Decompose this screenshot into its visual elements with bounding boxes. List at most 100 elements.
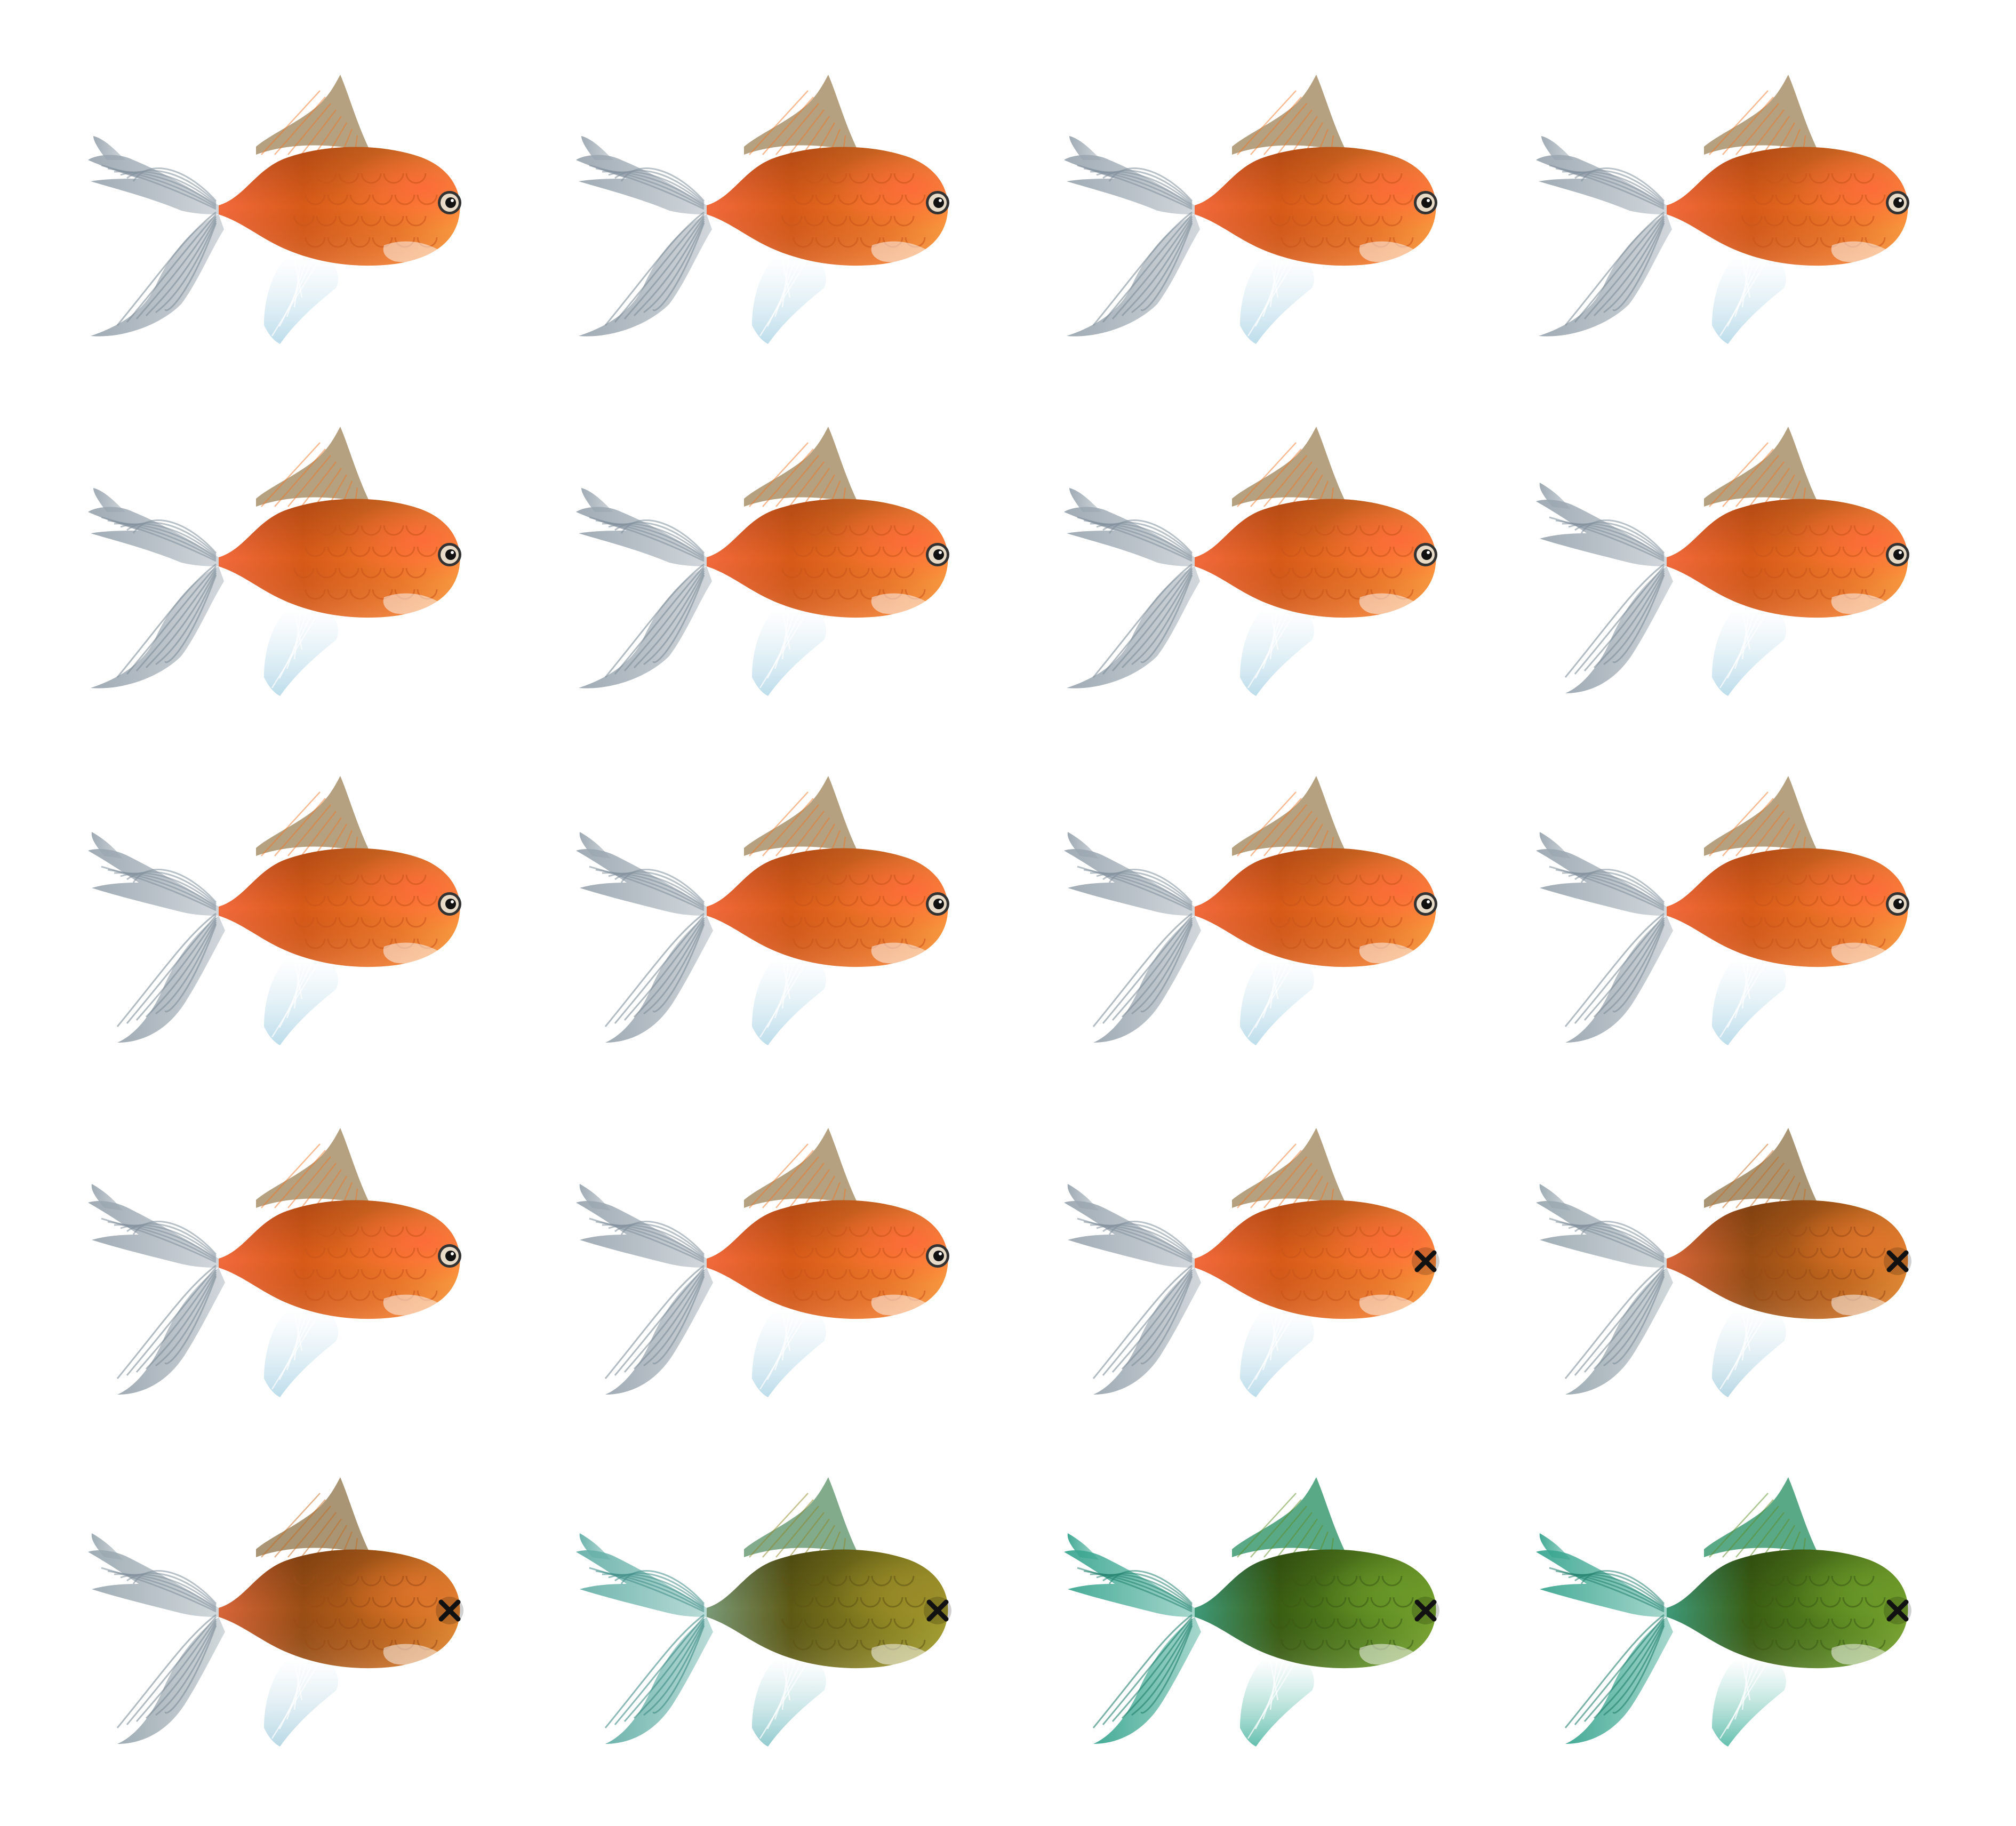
goldfish-icon [88, 1128, 461, 1397]
dorsal-fin [1704, 1128, 1819, 1208]
pelvic-fin [1240, 256, 1314, 344]
goldfish-sprite-healthy [1533, 427, 1928, 736]
tail-fin-upper [88, 1201, 219, 1268]
pelvic-fin [752, 1659, 826, 1747]
tail-fin-upper [576, 155, 707, 214]
goldfish-sprite-healthy [85, 427, 480, 736]
dead-eye-x-icon [1884, 1597, 1911, 1624]
goldfish-sprite-healthy [1533, 75, 1928, 384]
pectoral-fin [1359, 1294, 1416, 1316]
eye-icon [438, 1244, 461, 1268]
goldfish-icon [88, 427, 461, 696]
eye-icon [438, 543, 461, 566]
tail-fin-upper [1536, 1201, 1667, 1268]
pectoral-fin [1831, 241, 1888, 262]
goldfish-sprite-healthy [85, 1128, 480, 1437]
tail-fin-upper [1064, 1550, 1195, 1617]
dorsal-fin [1232, 427, 1347, 507]
goldfish-icon [1064, 427, 1437, 696]
pelvic-fin [1712, 1309, 1786, 1397]
dorsal-fin [1704, 427, 1819, 507]
dorsal-fin [744, 1128, 859, 1208]
goldfish-sprite-dead [1533, 1477, 1928, 1787]
pelvic-fin [1240, 957, 1314, 1045]
eye-icon [1886, 892, 1909, 916]
dorsal-fin [1704, 1477, 1819, 1557]
tail-fin-upper [88, 849, 219, 916]
pelvic-fin [264, 1659, 338, 1747]
tail-fin-upper [1064, 507, 1195, 566]
pectoral-fin [871, 1644, 928, 1665]
tail-fin-upper [576, 1550, 707, 1617]
tail-fin-upper [88, 507, 219, 566]
goldfish-sprite-dying [85, 1477, 480, 1787]
goldfish-sprite-healthy [1061, 75, 1456, 384]
pelvic-fin [264, 256, 338, 344]
tail-streamer [1069, 488, 1101, 512]
pelvic-fin [1240, 608, 1314, 696]
tail-streamer [1069, 136, 1101, 160]
eye-icon [926, 1244, 949, 1268]
goldfish-icon [1536, 427, 1909, 696]
goldfish-sprite-healthy [573, 427, 968, 736]
dorsal-fin [256, 1477, 371, 1557]
goldfish-sprite-healthy [1061, 427, 1456, 736]
goldfish-sprite-healthy [573, 1128, 968, 1437]
dorsal-fin [1704, 776, 1819, 856]
tail-fin-upper [1536, 500, 1667, 566]
goldfish-icon [1064, 776, 1437, 1045]
tail-fin-upper [576, 507, 707, 566]
dorsal-fin [256, 1128, 371, 1208]
tail-fin-upper [576, 1201, 707, 1268]
pectoral-fin [1359, 241, 1416, 262]
tail-streamer [1541, 136, 1573, 160]
pelvic-fin [264, 1309, 338, 1397]
pelvic-fin [264, 957, 338, 1045]
dorsal-fin [1232, 776, 1347, 856]
pectoral-fin [1831, 593, 1888, 614]
tail-fin-upper [88, 1550, 219, 1617]
goldfish-sprite-healthy [85, 75, 480, 384]
goldfish-sprite-healthy [1533, 776, 1928, 1085]
goldfish-icon [1064, 1477, 1439, 1747]
eye-icon [1886, 191, 1909, 214]
eye-icon [1886, 543, 1909, 566]
tail-fin-upper [88, 155, 219, 214]
goldfish-icon [1536, 1477, 1911, 1747]
pectoral-fin [1359, 593, 1416, 614]
dead-eye-x-icon [436, 1597, 463, 1624]
pectoral-fin [383, 942, 440, 964]
dorsal-fin [744, 427, 859, 507]
pelvic-fin [752, 608, 826, 696]
pectoral-fin [871, 593, 928, 614]
pectoral-fin [383, 1644, 440, 1665]
pectoral-fin [1831, 1644, 1888, 1665]
goldfish-sprite-healthy [573, 776, 968, 1085]
eye-icon [438, 191, 461, 214]
pelvic-fin [264, 608, 338, 696]
pectoral-fin [871, 942, 928, 964]
pelvic-fin [1240, 1309, 1314, 1397]
goldfish-sprite-dying [1533, 1128, 1928, 1437]
eye-icon [1414, 543, 1437, 566]
pectoral-fin [1359, 942, 1416, 964]
dorsal-fin [1704, 75, 1819, 155]
tail-fin-upper [1536, 155, 1667, 214]
pectoral-fin [1831, 942, 1888, 964]
pectoral-fin [1831, 1294, 1888, 1316]
tail-fin-upper [1064, 849, 1195, 916]
eye-icon [926, 543, 949, 566]
dorsal-fin [744, 75, 859, 155]
pelvic-fin [1240, 1659, 1314, 1747]
eye-icon [926, 191, 949, 214]
tail-fin-upper [1064, 1201, 1195, 1268]
pelvic-fin [752, 1309, 826, 1397]
eye-icon [926, 892, 949, 916]
pelvic-fin [752, 256, 826, 344]
dead-eye-x-icon [1412, 1247, 1439, 1275]
goldfish-icon [88, 776, 461, 1045]
dorsal-fin [256, 75, 371, 155]
pectoral-fin [871, 241, 928, 262]
goldfish-icon [88, 1477, 463, 1747]
pectoral-fin [383, 593, 440, 614]
